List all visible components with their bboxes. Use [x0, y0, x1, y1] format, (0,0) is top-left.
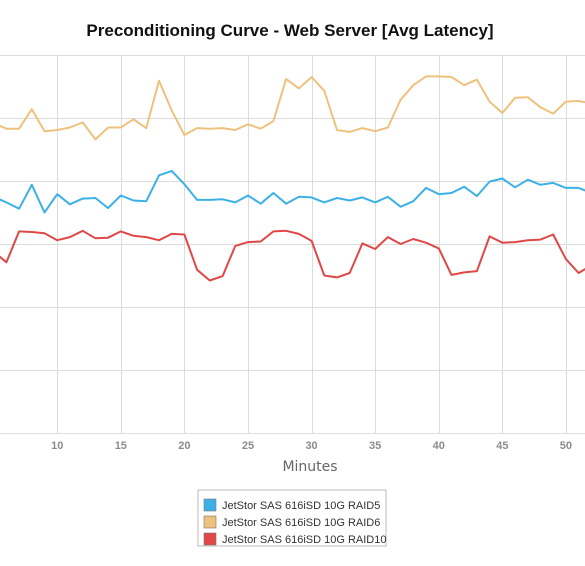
x-tick-label: 35 — [369, 440, 381, 452]
legend-swatch — [203, 498, 217, 512]
x-tick-label: 25 — [242, 440, 254, 452]
plot-area — [0, 75, 585, 282]
x-tick-label: 10 — [51, 440, 63, 452]
legend-label: JetStor SAS 616iSD 10G RAID5 — [222, 500, 380, 512]
x-tick-label: 30 — [305, 440, 317, 452]
series-line-2 — [0, 75, 585, 141]
legend-box — [197, 489, 387, 547]
grid — [0, 55, 585, 434]
series-line-3 — [0, 229, 585, 282]
x-tick-label: 45 — [496, 440, 508, 452]
x-tick-label: 50 — [560, 440, 572, 452]
chart-title: Preconditioning Curve - Web Server [Avg … — [86, 21, 493, 40]
legend-swatch — [203, 532, 217, 546]
legend-label: JetStor SAS 616iSD 10G RAID10 — [222, 534, 386, 546]
legend: JetStor SAS 616iSD 10G RAID5 JetStor SAS … — [197, 489, 387, 547]
legend-label: JetStor SAS 616iSD 10G RAID6 — [222, 517, 380, 529]
x-tick-label: 20 — [178, 440, 190, 452]
series-line-1 — [0, 169, 585, 214]
x-tick-label: 15 — [115, 440, 127, 452]
x-axis-label: Minutes — [282, 459, 337, 475]
x-axis-ticks: 10 15 20 25 30 35 40 45 50 — [51, 440, 572, 452]
legend-swatch — [203, 515, 217, 529]
x-tick-label: 40 — [433, 440, 445, 452]
